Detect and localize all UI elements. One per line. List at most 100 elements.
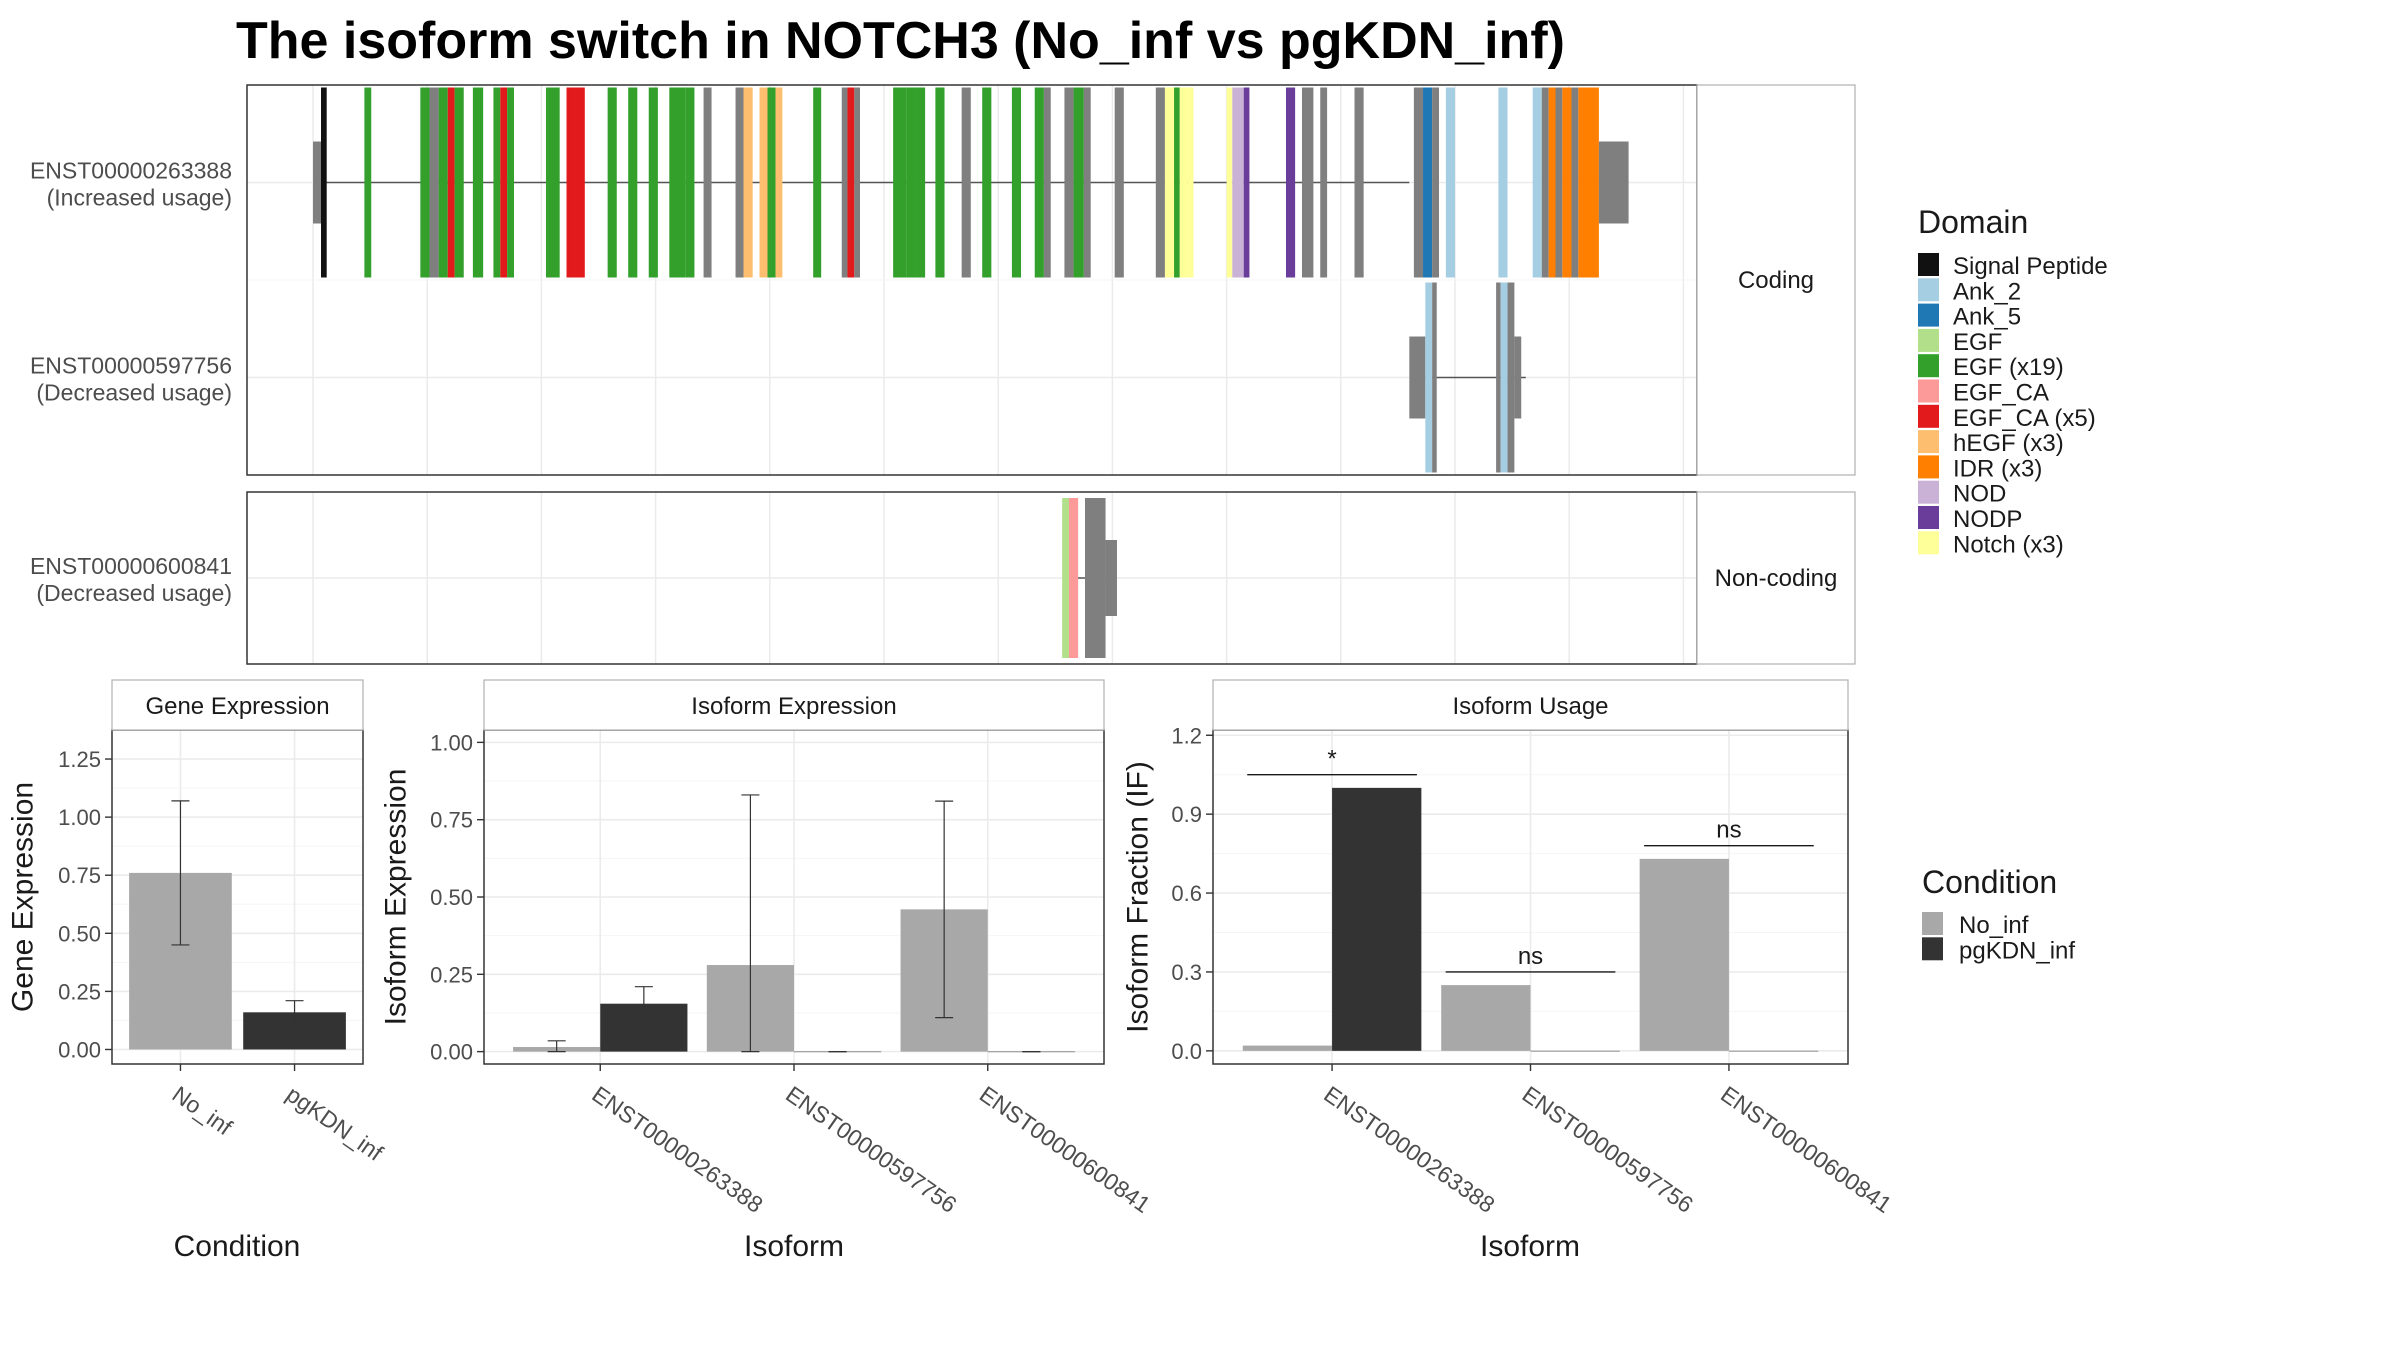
transcript-ENST00000600841: ENST00000600841(Decreased usage): [30, 498, 1117, 658]
y-tick-label: 0.75: [58, 863, 101, 888]
bar: [1441, 985, 1531, 1051]
domain-exon: [935, 87, 945, 278]
condition-legend-title: Condition: [1922, 864, 2057, 900]
facet-strip-label: Coding: [1738, 267, 1814, 294]
legend-item-label: EGF_CA: [1953, 380, 2049, 407]
bar-panel: 0.0 0.3 0.6 0.9 1.2 * ns ns Isoform Usage ENST000…: [1122, 679, 1897, 1263]
domain-exon: [447, 87, 455, 278]
exon: [1155, 87, 1165, 278]
domain-exon: [574, 87, 585, 278]
domain-exon: [1069, 498, 1079, 658]
bar: [1242, 1045, 1333, 1051]
x-tick-label: ENST00000600841: [975, 1081, 1155, 1218]
legend-swatch: [1918, 278, 1939, 302]
legend-item-label: hEGF (x3): [1953, 430, 2064, 457]
bar: [1728, 1050, 1819, 1052]
significance-label: ns: [1716, 817, 1741, 844]
exon: [1496, 282, 1501, 473]
legend-item-label: EGF (x19): [1953, 354, 2064, 381]
exon: [1432, 87, 1440, 278]
transcript-ENST00000263388: ENST00000263388(Increased usage): [30, 87, 1629, 278]
y-tick-label: 0.9: [1171, 802, 1202, 827]
legend-swatch: [1922, 937, 1943, 961]
domain-exon: [1285, 87, 1296, 278]
x-tick-label: ENST00000263388: [587, 1081, 767, 1218]
legend-swatch: [1918, 480, 1939, 504]
domain-legend-title: Domain: [1918, 204, 2028, 240]
domain-exon: [566, 87, 575, 278]
x-tick-label: ENST00000597756: [1518, 1081, 1698, 1218]
domain-exon: [1500, 282, 1508, 473]
significance-label: ns: [1518, 943, 1543, 970]
facet-strip: [1696, 84, 1856, 476]
domain-exon: [906, 87, 916, 278]
legend-item-label: IDR (x3): [1953, 455, 2042, 482]
domain-exon: [915, 87, 926, 278]
x-tick-label: pgKDN_inf: [282, 1081, 389, 1166]
bar: [1530, 1050, 1620, 1052]
exon: [1320, 87, 1328, 278]
panel-strip: [483, 679, 1105, 731]
transcript-id-label: ENST00000600841: [30, 553, 232, 579]
panel-strip: [1212, 679, 1849, 731]
exon: [1571, 87, 1579, 278]
domain-exon: [1062, 498, 1070, 658]
transcript-usage-label: (Increased usage): [47, 185, 232, 211]
domain-exon: [607, 87, 617, 278]
exon: [703, 87, 712, 278]
panel-title: Isoform Usage: [1452, 693, 1608, 720]
y-tick-label: 0.75: [430, 808, 473, 833]
y-axis-title: Isoform Expression: [380, 769, 413, 1026]
domain-exon: [982, 87, 992, 278]
facet-strip: [1696, 491, 1856, 665]
domain-exon: [669, 87, 686, 278]
significance-label: *: [1327, 746, 1336, 773]
legend-item-label: EGF_CA (x5): [1953, 405, 2096, 432]
exon: [1064, 87, 1074, 278]
exon: [1301, 87, 1314, 278]
transcript-id-label: ENST00000597756: [30, 353, 232, 379]
legend-swatch: [1918, 328, 1939, 352]
x-tick-label: ENST00000600841: [1716, 1081, 1896, 1218]
y-tick-label: 0.6: [1171, 881, 1202, 906]
domain-exon: [472, 87, 484, 278]
domain-exon: [507, 87, 514, 278]
exon: [961, 87, 971, 278]
legend-swatch: [1918, 303, 1939, 327]
y-axis-title: Isoform Fraction (IF): [1122, 761, 1155, 1033]
y-tick-label: 0.50: [430, 885, 473, 910]
domain-exon: [438, 87, 448, 278]
domain-exon: [1425, 282, 1433, 473]
y-tick-label: 0.0: [1171, 1039, 1202, 1064]
x-axis-title: Condition: [174, 1230, 301, 1263]
domain-exon: [493, 87, 501, 278]
domain-exon: [320, 87, 327, 278]
domain-exon: [1034, 87, 1044, 278]
domain-exon: [1548, 87, 1556, 278]
x-tick-label: ENST00000597756: [781, 1081, 961, 1218]
panel-title: Isoform Expression: [691, 693, 896, 720]
legend-item-label: Ank_5: [1953, 304, 2021, 331]
domain-exon: [628, 87, 638, 278]
exon: [429, 87, 439, 278]
bar: [1332, 787, 1422, 1051]
y-tick-label: 0.25: [58, 979, 101, 1004]
y-tick-label: 0.00: [430, 1040, 473, 1065]
legend-swatch: [1918, 430, 1939, 454]
domain-exon: [1562, 87, 1572, 278]
domain-exon: [454, 87, 464, 278]
exon: [1043, 87, 1051, 278]
y-axis-title: Gene Expression: [7, 782, 40, 1012]
exon: [1541, 87, 1549, 278]
structure-facet: Coding: [246, 84, 1856, 476]
legend-swatch: [1918, 531, 1939, 555]
domain-exon: [1232, 87, 1244, 278]
legend-swatch: [1918, 253, 1939, 276]
domain-exon: [1578, 87, 1599, 278]
bar-panel: 0.00 0.25 0.50 0.75 1.00 1.25 Gene Expression N…: [7, 679, 389, 1263]
domain-exon: [1445, 87, 1455, 278]
exon: [1432, 282, 1437, 473]
